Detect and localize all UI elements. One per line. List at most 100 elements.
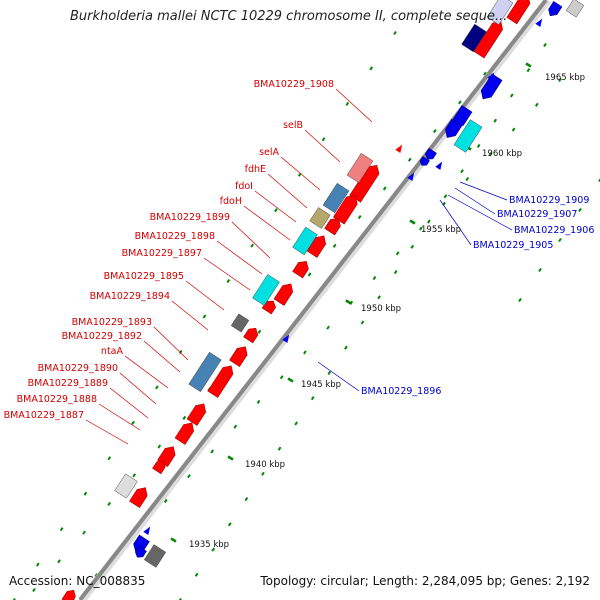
forward-gene-label[interactable]: BMA10229_1887 xyxy=(4,410,84,421)
forward-gene-arrow xyxy=(292,261,309,279)
reverse-gene-label[interactable]: BMA10229_1907 xyxy=(497,209,577,220)
small-feature-marker xyxy=(282,334,290,343)
forward-gene-leader xyxy=(119,372,157,405)
scale-tick xyxy=(511,127,516,132)
forward-gene-label[interactable]: BMA10229_1892 xyxy=(62,331,142,342)
forward-gene-label[interactable]: BMA10229_1893 xyxy=(72,317,152,328)
scale-tick xyxy=(357,215,362,220)
forward-gene-leader xyxy=(143,340,181,373)
scale-tick xyxy=(326,325,330,330)
scale-tick xyxy=(210,449,214,454)
scale-tick xyxy=(163,498,168,504)
scale-tick xyxy=(132,473,137,478)
scale-tick xyxy=(427,219,431,224)
reverse-gene-arrow xyxy=(425,148,437,160)
forward-gene-label[interactable]: fdoH xyxy=(220,196,242,207)
scale-tick xyxy=(131,420,135,425)
small-feature-marker xyxy=(535,18,543,27)
forward-gene-label[interactable]: BMA10229_1894 xyxy=(90,291,170,302)
scale-tick xyxy=(321,137,326,142)
scale-tick xyxy=(226,279,231,284)
forward-gene-label[interactable]: BMA10229_1897 xyxy=(122,248,202,259)
scale-tick xyxy=(194,572,199,577)
scale-tick xyxy=(107,456,112,461)
forward-gene-label[interactable]: selA xyxy=(259,147,279,158)
scale-tick xyxy=(534,102,539,107)
scale-tick xyxy=(257,329,262,334)
feature-box-cyan xyxy=(453,119,483,153)
forward-gene-leader xyxy=(98,403,141,431)
scale-tick xyxy=(518,297,522,303)
forward-gene-leader xyxy=(231,221,271,259)
forward-gene-arrow xyxy=(324,218,341,236)
forward-gene-label[interactable]: BMA10229_1895 xyxy=(104,271,184,282)
feature-box-fdoH xyxy=(252,274,280,306)
scale-tick xyxy=(32,587,36,593)
map-title: Burkholderia mallei NCTC 10229 chromosom… xyxy=(70,9,508,24)
forward-gene-label[interactable]: BMA10229_1889 xyxy=(28,378,108,389)
forward-gene-arrow xyxy=(229,346,248,368)
feature-box-steelblue xyxy=(188,351,222,393)
forward-gene-label[interactable]: BMA10229_1899 xyxy=(150,212,230,223)
reverse-gene-leader xyxy=(447,194,513,231)
scale-tick xyxy=(59,527,64,532)
scale-tick xyxy=(393,30,397,36)
forward-gene-leader xyxy=(243,205,291,241)
forward-gene-label[interactable]: ntaA xyxy=(101,346,124,357)
feature-box-lightgray xyxy=(114,473,138,499)
scale-tick xyxy=(493,118,498,123)
topology-label: Topology: circular; Length: 2,284,095 bp… xyxy=(260,574,590,588)
reverse-gene-label[interactable]: BMA10229_1905 xyxy=(473,240,553,251)
scale-tick xyxy=(419,226,423,231)
forward-gene-label[interactable]: fdoI xyxy=(235,181,253,192)
forward-gene-leader xyxy=(85,419,129,445)
scale-tick xyxy=(277,446,282,451)
scale-tick xyxy=(57,559,61,564)
small-feature-marker xyxy=(407,172,415,181)
scale-tick xyxy=(598,178,600,183)
scale-tick xyxy=(294,421,298,426)
scale-tick xyxy=(83,491,88,496)
forward-gene-leader xyxy=(124,355,169,389)
scale-tick xyxy=(372,276,377,281)
scale-tick xyxy=(488,152,493,157)
forward-gene-label[interactable]: BMA10229_1908 xyxy=(254,79,334,90)
reverse-gene-arrow xyxy=(419,156,430,166)
feature-box-fdoI xyxy=(292,226,318,256)
scale-tick xyxy=(382,186,387,191)
scale-tick xyxy=(465,176,470,182)
forward-gene-label[interactable]: fdhE xyxy=(245,164,266,175)
reverse-gene-label[interactable]: BMA10229_1906 xyxy=(514,225,594,236)
forward-gene-label[interactable]: BMA10229_1888 xyxy=(17,394,97,405)
kbp-tick xyxy=(525,62,532,68)
kbp-tick xyxy=(345,299,352,305)
feature-box-gray xyxy=(143,544,167,568)
forward-gene-leader xyxy=(109,387,149,419)
forward-gene-leader xyxy=(280,156,321,191)
scale-tick xyxy=(407,157,412,162)
scale-tick xyxy=(476,143,481,148)
forward-gene-leader xyxy=(304,129,341,163)
forward-gene-arrow xyxy=(129,487,148,509)
forward-gene-arrow xyxy=(506,0,531,25)
reverse-gene-label[interactable]: BMA10229_1896 xyxy=(361,386,441,397)
scale-tick xyxy=(410,244,415,249)
forward-gene-label[interactable]: BMA10229_1898 xyxy=(135,231,215,242)
forward-gene-label[interactable]: selB xyxy=(283,120,303,131)
forward-gene-label[interactable]: BMA10229_1890 xyxy=(38,363,118,374)
forward-gene-arrow xyxy=(243,327,259,344)
reverse-gene-leader xyxy=(459,181,508,201)
accession-label: Accession: NC_008835 xyxy=(9,574,146,588)
feature-box-gray xyxy=(230,313,250,333)
scale-tick xyxy=(187,474,191,479)
forward-gene-arrow xyxy=(152,460,166,475)
kbp-scale-label: 1960 kbp xyxy=(482,149,522,159)
scale-tick xyxy=(558,77,562,83)
forward-gene-leader xyxy=(171,300,209,331)
scale-tick xyxy=(82,530,86,535)
reverse-gene-label[interactable]: BMA10229_1909 xyxy=(509,195,589,206)
scale-tick xyxy=(107,501,111,507)
scale-tick xyxy=(12,597,16,600)
small-feature-marker xyxy=(395,144,403,153)
kbp-tick xyxy=(287,377,294,383)
